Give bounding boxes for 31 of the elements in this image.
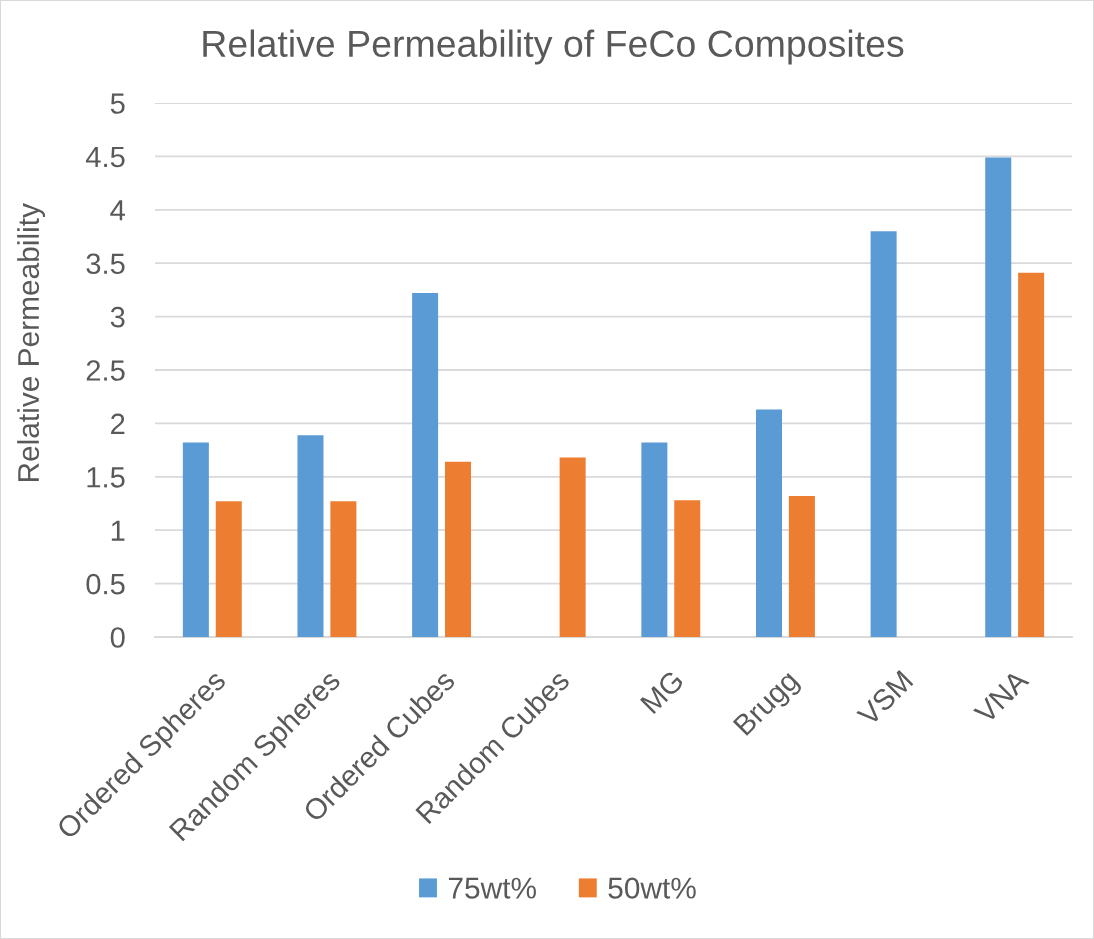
bar — [1018, 272, 1045, 637]
bar — [330, 501, 357, 637]
legend-label: 75wt% — [448, 877, 536, 899]
bar — [641, 442, 668, 637]
bar — [297, 435, 324, 637]
bar — [674, 500, 701, 637]
y-tick-label: 1.5 — [87, 467, 125, 488]
y-tick-label: 5 — [110, 93, 125, 114]
y-tick-label: 3 — [110, 306, 125, 328]
x-tick-label: VNA — [973, 668, 1030, 725]
bar — [412, 293, 439, 637]
y-tick-label: 2 — [111, 413, 125, 434]
bar — [182, 442, 209, 637]
y-tick-label: 4 — [110, 200, 125, 221]
y-tick-label: 3.5 — [86, 253, 125, 275]
y-axis-title: Relative Permeability — [17, 203, 45, 482]
y-tick-label: 1 — [111, 520, 125, 541]
bar — [559, 457, 586, 637]
x-tick-label: MG — [639, 669, 685, 715]
chart-title: Relative Permeability of FeCo Composites — [203, 29, 904, 65]
bar — [985, 157, 1012, 637]
y-tick-label: 0 — [110, 627, 125, 648]
bar — [755, 409, 782, 637]
y-tick-label: 0.5 — [86, 573, 125, 595]
bar — [215, 501, 242, 637]
bar — [445, 461, 472, 637]
legend-label: 50wt% — [608, 877, 696, 899]
y-tick-label: 2.5 — [86, 360, 125, 381]
bar — [870, 231, 897, 637]
y-tick-label: 4.5 — [85, 146, 125, 168]
bar — [788, 496, 815, 637]
